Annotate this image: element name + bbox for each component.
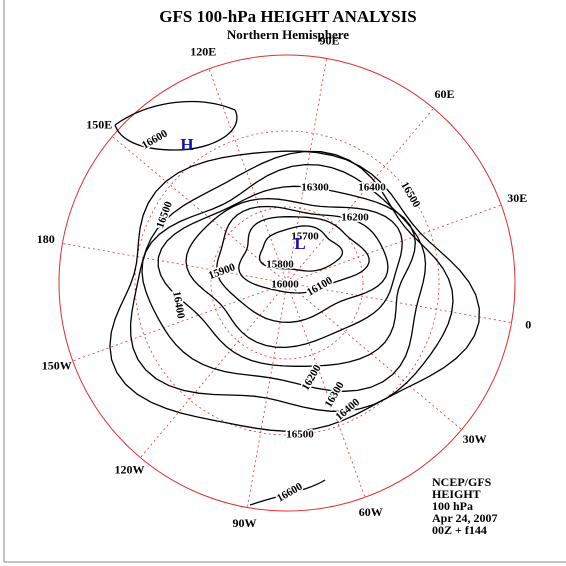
longitude-label: 30W	[463, 432, 487, 446]
contour-label: 16200	[341, 212, 369, 224]
meridian	[140, 282, 288, 458]
contour-line	[109, 150, 480, 432]
contour-label: 15800	[266, 259, 294, 271]
contour-line	[157, 185, 416, 367]
footer-line: NCEP/GFS	[432, 475, 492, 489]
meridian	[286, 282, 462, 430]
contour-line	[114, 101, 238, 151]
contour-label: 16400	[358, 182, 386, 194]
latitude-circle	[134, 130, 440, 436]
contour-label: 16000	[271, 279, 299, 291]
hemisphere-boundary	[58, 54, 516, 512]
contour-line	[141, 163, 427, 392]
longitude-label: 180	[37, 232, 55, 246]
footer-line: 100 hPa	[432, 499, 473, 513]
footer-line: 00Z + f144	[432, 523, 487, 537]
footer-line: HEIGHT	[432, 487, 481, 501]
longitude-label: 120E	[190, 45, 216, 59]
title: GFS 100-hPa HEIGHT ANALYSIS	[159, 7, 416, 26]
contour-line	[238, 216, 370, 294]
contour-line	[185, 197, 403, 349]
latitude-circle	[210, 206, 364, 360]
meridian	[286, 282, 512, 323]
contour-label: 16500	[286, 429, 314, 441]
contour-line	[216, 205, 389, 323]
footer-line: Apr 24, 2007	[432, 511, 497, 525]
longitude-label: 150W	[42, 359, 72, 373]
longitude-label: 150E	[86, 117, 112, 131]
longitude-label: 90W	[232, 516, 256, 530]
subtitle: Northern Hemisphere	[227, 27, 349, 42]
longitude-label: 60W	[359, 505, 383, 519]
contour-label: 16300	[301, 182, 329, 194]
pressure-center: H	[180, 135, 193, 154]
meridian	[286, 58, 327, 284]
contour-line	[249, 479, 326, 506]
contour-line	[258, 225, 344, 272]
longitude-label: 0	[525, 317, 531, 331]
pressure-center: L	[294, 234, 305, 253]
longitude-label: 60E	[434, 87, 454, 101]
longitude-label: 30E	[507, 191, 527, 205]
longitude-label: 90E	[320, 33, 340, 47]
contour-label: 15700	[291, 231, 319, 243]
longitude-label: 120W	[115, 462, 145, 476]
